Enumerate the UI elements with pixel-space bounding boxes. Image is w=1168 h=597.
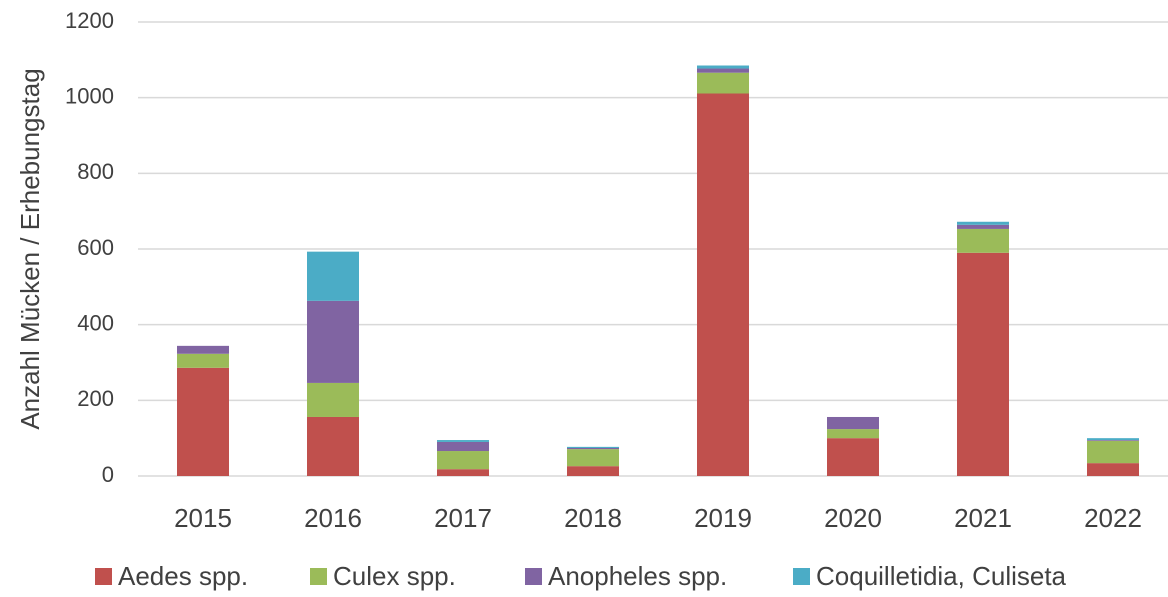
bar-segment	[1087, 463, 1139, 476]
legend-swatch	[310, 568, 327, 585]
bar-segment	[177, 353, 229, 368]
bar-segment	[957, 221, 1009, 225]
bar-segment	[697, 68, 749, 73]
legend-label: Coquilletidia, Culiseta	[816, 561, 1067, 591]
bar-segment	[957, 228, 1009, 253]
bar-segment	[307, 300, 359, 383]
y-tick-label: 600	[77, 235, 114, 260]
legend-label: Anopheles spp.	[548, 561, 727, 591]
x-tick-label: 2018	[564, 503, 622, 533]
y-tick-label: 200	[77, 386, 114, 411]
bar-segment	[307, 251, 359, 301]
x-tick-label: 2016	[304, 503, 362, 533]
y-tick-label: 0	[102, 462, 114, 487]
x-tick-label: 2017	[434, 503, 492, 533]
bar-segment	[827, 438, 879, 476]
bar-segment	[827, 416, 879, 430]
bar-segment	[437, 440, 489, 442]
bar-segment	[307, 416, 359, 476]
bar-segment	[567, 446, 619, 449]
y-tick-label: 800	[77, 159, 114, 184]
x-tick-label: 2020	[824, 503, 882, 533]
bar-segment	[177, 367, 229, 476]
y-tick-label: 1000	[65, 83, 114, 108]
y-tick-label: 1200	[65, 8, 114, 33]
legend-swatch	[793, 568, 810, 585]
bar-segment	[567, 466, 619, 476]
bar-segment	[827, 429, 879, 439]
legend-swatch	[95, 568, 112, 585]
bar-segment	[437, 451, 489, 470]
legend-label: Culex spp.	[333, 561, 456, 591]
bar-segment	[697, 93, 749, 476]
bar-segment	[567, 448, 619, 450]
bar-segment	[957, 224, 1009, 229]
bar-segment	[697, 65, 749, 69]
x-tick-label: 2015	[174, 503, 232, 533]
y-axis-label: Anzahl Mücken / Erhebungstag	[15, 68, 45, 429]
bar-segment	[437, 441, 489, 452]
bar-segment	[1087, 438, 1139, 441]
legend-label: Aedes spp.	[118, 561, 248, 591]
bar-segment	[567, 449, 619, 467]
x-tick-label: 2022	[1084, 503, 1142, 533]
bar-segment	[437, 469, 489, 476]
bar-segment	[697, 72, 749, 94]
x-tick-label: 2019	[694, 503, 752, 533]
y-tick-label: 400	[77, 310, 114, 335]
bar-segment	[957, 252, 1009, 476]
bar-segment	[307, 382, 359, 417]
x-tick-label: 2021	[954, 503, 1012, 533]
bar-segment	[177, 345, 229, 354]
legend-swatch	[525, 568, 542, 585]
bar-segment	[1087, 440, 1139, 441]
bar-segment	[1087, 440, 1139, 464]
